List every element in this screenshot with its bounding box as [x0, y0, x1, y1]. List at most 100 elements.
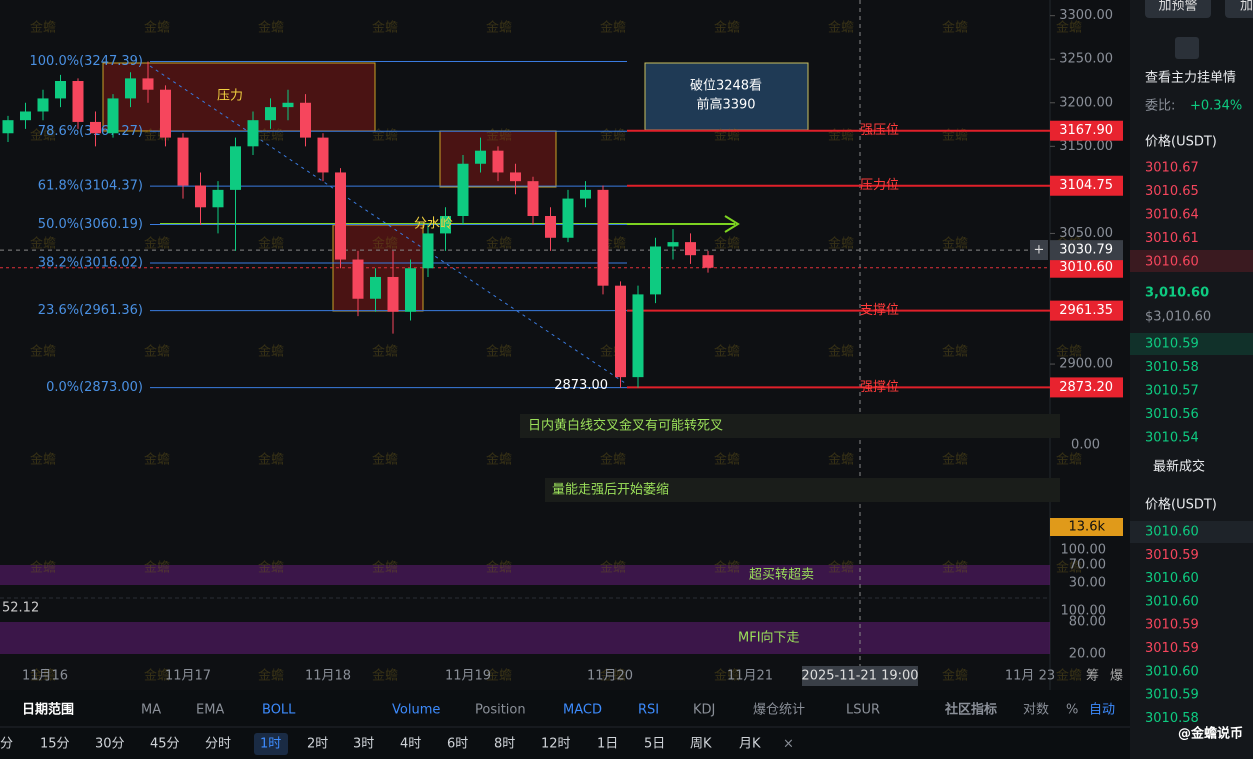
trade-price: 3010.60	[1145, 571, 1199, 586]
x-tick-label: 11月20	[587, 669, 633, 684]
toolbar-item[interactable]: BOLL	[262, 703, 296, 718]
timeframe-item[interactable]: 周K	[690, 737, 712, 752]
candle-body	[265, 107, 276, 121]
timeframe-item[interactable]: 6时	[447, 737, 468, 752]
watermark: 金蟾	[714, 668, 740, 684]
toolbar-item[interactable]: EMA	[196, 703, 224, 718]
price-header: 价格(USDT)	[1145, 134, 1217, 150]
rsi-note: 超买转超卖	[749, 568, 814, 583]
note-line: 破位3248看	[690, 78, 762, 94]
candle-body	[597, 189, 609, 286]
toolbar-item[interactable]: 日期范围	[22, 702, 74, 718]
watermark: 金蟾	[942, 20, 968, 36]
toolbar-item[interactable]: Volume	[392, 703, 440, 718]
toolbar-bg	[0, 690, 1130, 759]
current-price-label: 3010.60	[1059, 260, 1113, 275]
alert-button-label: 加	[1240, 0, 1253, 14]
toolbar-item[interactable]: MA	[141, 703, 161, 718]
timeframe-item[interactable]: 12时	[541, 737, 571, 752]
watermark: 金蟾	[486, 236, 512, 252]
trade-price: 3010.60	[1145, 594, 1199, 609]
side-label: 筹	[1086, 668, 1099, 684]
candle-body	[405, 268, 416, 312]
timeframe-item[interactable]: 8时	[494, 737, 515, 752]
timeframe-item[interactable]: 1日	[597, 737, 618, 752]
price-tag	[1050, 120, 1123, 141]
watermark: 金蟾	[486, 344, 512, 360]
trades-title: 最新成交	[1153, 459, 1205, 475]
timeframe-item[interactable]: 5日	[644, 737, 665, 752]
x-tick-label: 11月19	[445, 669, 491, 684]
timeframe-item[interactable]: 1时	[260, 737, 281, 752]
watermark: 金蟾	[30, 344, 56, 360]
crosshair-price-label: 3030.79	[1059, 243, 1113, 258]
watermark: 金蟾	[144, 668, 170, 684]
watermark: 金蟾	[1056, 344, 1082, 360]
x-tick-label: 11月 23	[1005, 669, 1055, 684]
toolbar-item[interactable]: KDJ	[693, 703, 715, 718]
alert-button[interactable]	[1145, 0, 1211, 18]
timeframe-item[interactable]: 3时	[353, 737, 374, 752]
watermark: 金蟾	[714, 452, 740, 468]
bid-highlight	[1130, 333, 1253, 355]
level-note: 强压位	[860, 123, 899, 138]
current-price-tag	[1050, 257, 1123, 278]
watermark: 金蟾	[372, 560, 398, 576]
timeframe-item[interactable]: 30分	[95, 737, 125, 752]
crosshair-plus[interactable]	[1030, 240, 1048, 260]
watermark: 金蟾	[30, 452, 56, 468]
close-icon[interactable]: ×	[783, 737, 794, 752]
toolbar-item[interactable]: LSUR	[846, 703, 880, 718]
side-label: 爆	[1110, 669, 1123, 684]
footer-watermark: @金蟾说币	[1178, 726, 1243, 742]
toolbar-item[interactable]: RSI	[638, 703, 659, 718]
toolbar-item[interactable]: MACD	[563, 703, 602, 718]
timeframe-item[interactable]: 2时	[307, 737, 328, 752]
toolbar-item[interactable]: 爆仓统计	[753, 703, 805, 718]
toolbar-item[interactable]: %	[1066, 703, 1078, 718]
watermark: 金蟾	[486, 668, 512, 684]
candle-body	[317, 137, 329, 173]
trade-price: 3010.60	[1145, 664, 1199, 679]
timeframe-item[interactable]: 月K	[739, 737, 761, 752]
watermark: 金蟾	[258, 452, 284, 468]
candle-body	[457, 163, 469, 216]
candle-body	[72, 81, 84, 122]
watermark: 金蟾	[372, 236, 398, 252]
timeframe-item[interactable]: 45分	[150, 737, 180, 752]
fib-label: 38.2%(3016.02)	[38, 256, 143, 271]
tab-icon[interactable]	[1175, 37, 1199, 59]
watermark: 金蟾	[372, 668, 398, 684]
price-tag-label: 2873.20	[1059, 380, 1113, 395]
annotation-bg	[545, 478, 1060, 502]
candle-body	[20, 111, 31, 121]
candle-body	[370, 276, 381, 299]
candle-body	[142, 78, 154, 90]
watermark: 金蟾	[144, 236, 170, 252]
ask-price: 3010.60	[1145, 255, 1199, 270]
price-tag	[1050, 300, 1123, 321]
candle-body	[2, 120, 14, 134]
candle-body	[387, 276, 399, 312]
timeframe-item[interactable]: 分	[0, 737, 13, 752]
timeframe-item[interactable]: 4时	[400, 737, 421, 752]
candle-body	[55, 81, 66, 99]
candle-body	[475, 150, 486, 164]
mfi-axis-label: 80.00	[1069, 615, 1106, 630]
timeframe-item[interactable]: 15分	[40, 737, 70, 752]
y-tick-label: 3050.00	[1059, 226, 1113, 241]
watermark: 金蟾	[372, 128, 398, 144]
watermark: 金蟾	[828, 344, 854, 360]
timeframe-item[interactable]: 分时	[205, 737, 231, 752]
toolbar-item[interactable]: Position	[475, 703, 526, 718]
rsi-axis-label: 70.00	[1069, 558, 1106, 573]
watermark: 金蟾	[30, 20, 56, 36]
watermark: 金蟾	[372, 20, 398, 36]
fib-label: 50.0%(3060.19)	[38, 217, 143, 232]
toolbar-item[interactable]: 社区指标	[944, 702, 997, 718]
mfi-value: 52.12	[2, 601, 39, 616]
toolbar-item[interactable]: 对数	[1023, 703, 1049, 718]
toolbar-item[interactable]: 自动	[1089, 703, 1115, 718]
alert-button[interactable]	[1225, 0, 1253, 18]
watermark: 金蟾	[714, 236, 740, 252]
